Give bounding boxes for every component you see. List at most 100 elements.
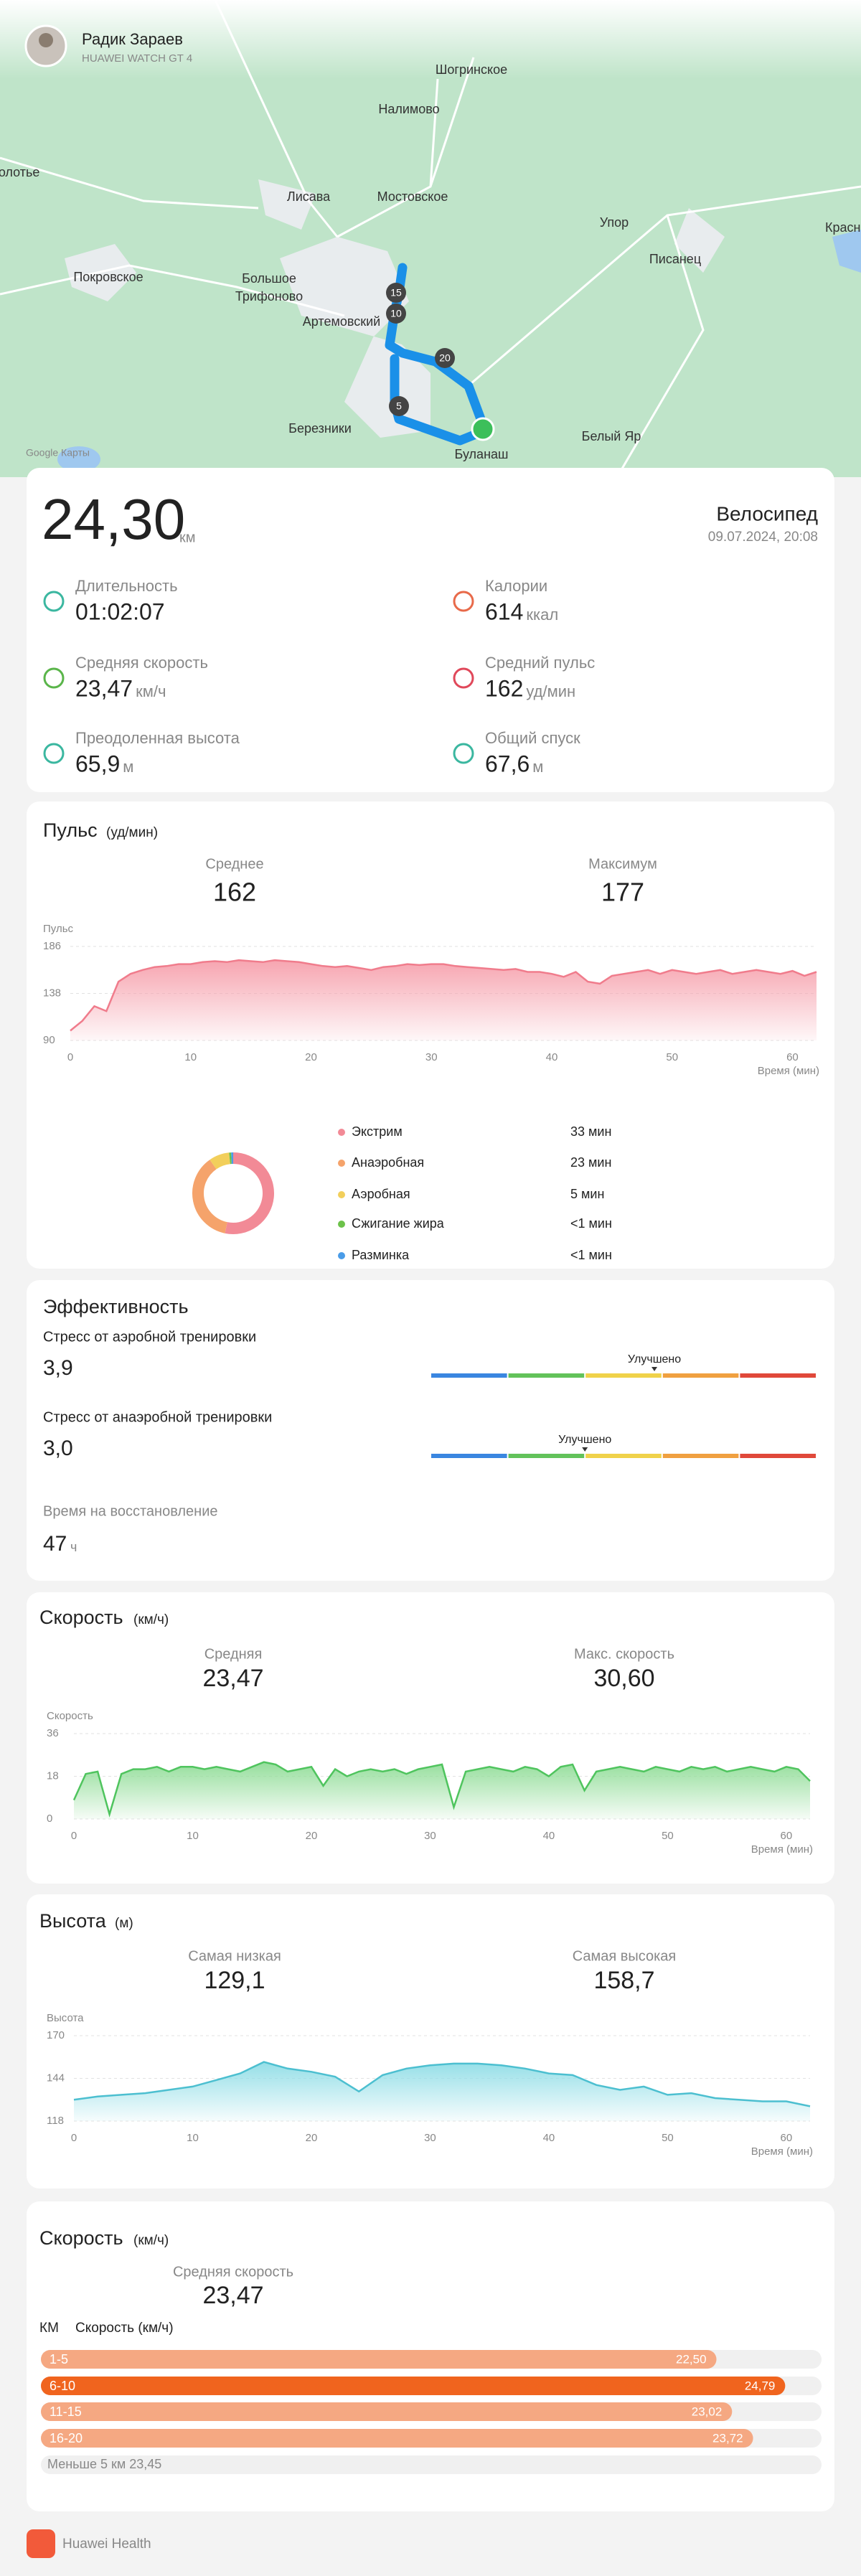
- stat-label: Среднее: [205, 856, 263, 872]
- axis-label: Скорость: [47, 1710, 93, 1722]
- x-tick-label: 0: [67, 1051, 73, 1063]
- y-tick-label: 170: [47, 2029, 65, 2041]
- bar-value: 22,50: [676, 2352, 707, 2366]
- distance-unit: км: [179, 530, 196, 545]
- metric-unit: м: [123, 758, 133, 776]
- map: [0, 0, 861, 478]
- legend-value: <1 мин: [570, 1248, 612, 1262]
- map-label: Писанец: [649, 252, 701, 266]
- stat-value: 129,1: [204, 1967, 265, 1994]
- column-header: КМ: [39, 2321, 59, 2336]
- y-tick-label: 0: [47, 1813, 52, 1825]
- app-icon: [27, 2529, 55, 2558]
- metric-icon: [453, 743, 474, 764]
- section-unit: (км/ч): [133, 2233, 169, 2248]
- legend-label: Анаэробная: [352, 1155, 424, 1170]
- distance: 24,30: [42, 487, 185, 551]
- bar-category: 11-15: [50, 2405, 82, 2419]
- remainder-row: Меньше 5 км 23,45: [47, 2457, 161, 2471]
- map-label: Белый Яр: [582, 429, 641, 443]
- scale-segment: [508, 1373, 585, 1378]
- x-tick-label: 50: [662, 2132, 674, 2144]
- device-name: HUAWEI WATCH GT 4: [82, 52, 192, 65]
- section-title: Скорость: [39, 1607, 123, 1628]
- map-label: Покровское: [73, 270, 143, 284]
- map-label: Буланаш: [455, 447, 509, 461]
- metric-unit: м: [532, 758, 543, 776]
- legend-dot: [338, 1221, 345, 1228]
- map-label: Красн: [825, 220, 860, 235]
- area: [74, 1762, 810, 1819]
- area: [70, 960, 817, 1040]
- map-label: Лисава: [287, 189, 331, 204]
- sport: Велосипед: [716, 502, 818, 525]
- metric-icon: [43, 591, 65, 612]
- y-tick-label: 90: [43, 1034, 55, 1046]
- legend-value: <1 мин: [570, 1216, 612, 1231]
- y-tick-label: 118: [47, 2115, 64, 2127]
- metric-icon: [43, 743, 65, 764]
- card: [27, 1894, 834, 2189]
- axis-label: Время (мин): [751, 2145, 813, 2158]
- section-unit: (м): [115, 1916, 133, 1931]
- x-tick-label: 40: [543, 2132, 555, 2144]
- bar-value: 23,02: [692, 2405, 723, 2418]
- legend-value: 5 мин: [570, 1187, 604, 1201]
- legend-label: Экстрим: [352, 1124, 403, 1139]
- bar: [41, 2402, 733, 2421]
- item-label: Стресс от аэробной тренировки: [43, 1329, 256, 1345]
- y-tick-label: 18: [47, 1769, 59, 1782]
- stat-value: 162: [213, 878, 256, 907]
- route-marker: 20: [439, 352, 451, 364]
- y-tick-label: 138: [43, 987, 61, 999]
- x-tick-label: 60: [786, 1051, 799, 1063]
- legend-dot: [338, 1252, 345, 1259]
- scale-marker: [582, 1447, 588, 1452]
- stat-value: 177: [601, 878, 644, 907]
- donut-segment: [192, 1160, 228, 1233]
- stat-label: Макс. скорость: [574, 1646, 674, 1662]
- route-marker: 15: [390, 287, 402, 299]
- column-header: Скорость (км/ч): [75, 2321, 174, 2336]
- x-tick-label: 20: [305, 1051, 317, 1063]
- recovery-label: Время на восстановление: [43, 1503, 218, 1519]
- map-label: Трифоново: [235, 289, 303, 304]
- legend-dot: [338, 1160, 345, 1167]
- x-tick-label: 40: [546, 1051, 558, 1063]
- x-tick-label: 30: [425, 1051, 438, 1063]
- bar-value: 23,72: [712, 2431, 743, 2445]
- metric-value: 614: [485, 598, 523, 624]
- bar: [41, 2350, 717, 2369]
- map-label: Шогринское: [436, 62, 507, 77]
- item-label: Стресс от анаэробной тренировки: [43, 1409, 272, 1425]
- route-marker: 5: [396, 400, 402, 412]
- legend-dot: [338, 1129, 345, 1136]
- stat-value: 158,7: [593, 1967, 654, 1994]
- metric-unit: ккал: [526, 606, 558, 624]
- map-label: Артемовский: [303, 314, 380, 329]
- metric-icon: [453, 591, 474, 612]
- map-label: Березники: [288, 421, 352, 436]
- area: [74, 2062, 810, 2121]
- metric-value: 23,47: [75, 675, 133, 701]
- x-tick-label: 10: [187, 1830, 199, 1842]
- axis-label: Высота: [47, 2012, 84, 2024]
- y-tick-label: 36: [47, 1727, 59, 1739]
- header: Радик Зараев HUAWEI WATCH GT 4: [24, 24, 192, 67]
- legend-value: 23 мин: [570, 1155, 611, 1170]
- x-tick-label: 20: [306, 2132, 318, 2144]
- scale-segment: [431, 1373, 507, 1378]
- axis-label: Пульс: [43, 923, 74, 935]
- scale-segment: [585, 1373, 662, 1378]
- legend-dot: [338, 1191, 345, 1198]
- x-tick-label: 10: [184, 1051, 197, 1063]
- map-label: Упор: [600, 215, 629, 230]
- y-tick-label: 144: [47, 2072, 65, 2084]
- x-tick-label: 60: [781, 1830, 793, 1842]
- bar-category: 6-10: [50, 2379, 75, 2393]
- metric-value: 162: [485, 675, 523, 701]
- bar-category: 1-5: [50, 2352, 68, 2366]
- recovery-value: 47: [43, 1532, 67, 1556]
- user-name: Радик Зараев: [82, 30, 183, 48]
- metric-label: Калории: [485, 577, 547, 595]
